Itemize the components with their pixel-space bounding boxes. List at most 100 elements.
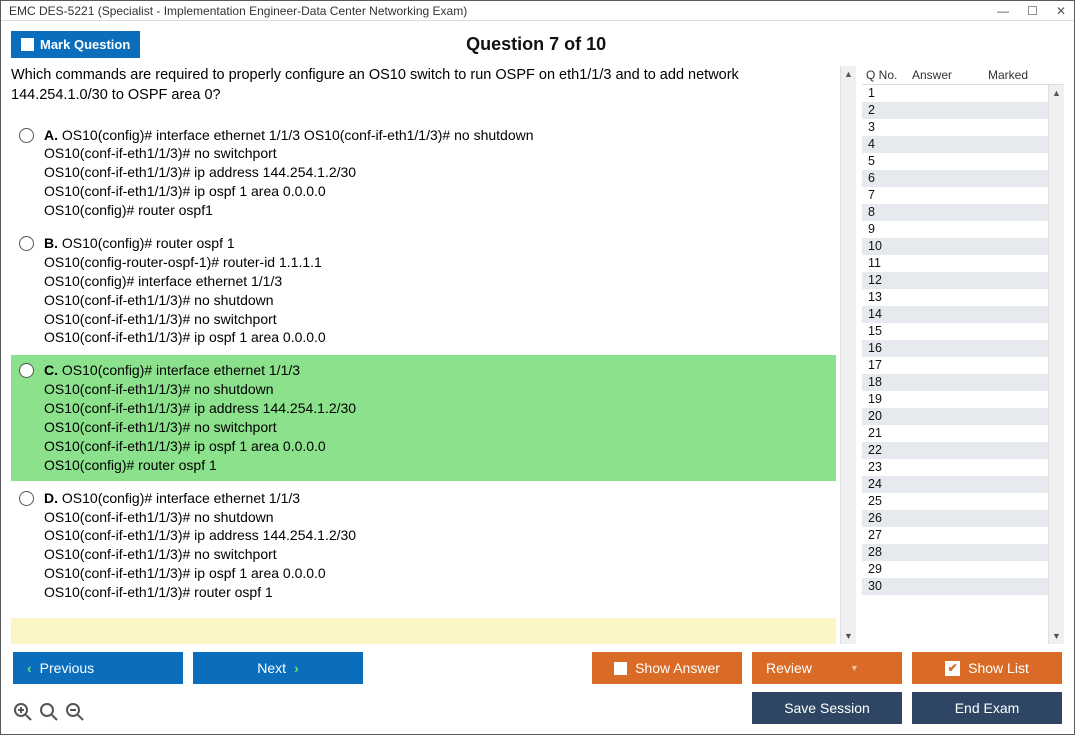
footer: ‹ Previous Next › Show Answer Review ▼ <box>11 644 1064 724</box>
spacer <box>373 652 582 684</box>
option-line: OS10(conf-if-eth1/1/3)# no switchport <box>44 419 277 435</box>
radio-icon[interactable] <box>19 363 34 378</box>
qlist-row[interactable]: 6 <box>862 170 1048 187</box>
review-dropdown[interactable]: Review ▼ <box>752 652 902 684</box>
maximize-icon[interactable]: ☐ <box>1027 4 1038 18</box>
option-C[interactable]: C. OS10(config)# interface ethernet 1/1/… <box>11 355 836 480</box>
option-label: B. <box>44 235 62 251</box>
qlist-row[interactable]: 1 <box>862 85 1048 102</box>
option-body: D. OS10(config)# interface ethernet 1/1/… <box>44 489 356 602</box>
save-session-label: Save Session <box>784 700 870 716</box>
app-window: EMC DES-5221 (Specialist - Implementatio… <box>0 0 1075 735</box>
mark-label: Mark Question <box>40 37 130 52</box>
end-exam-label: End Exam <box>955 700 1020 716</box>
option-body: B. OS10(config)# router ospf 1 OS10(confi… <box>44 234 326 347</box>
qlist-row[interactable]: 18 <box>862 374 1048 391</box>
mark-question-button[interactable]: Mark Question <box>11 31 140 58</box>
qlist-row[interactable]: 5 <box>862 153 1048 170</box>
show-answer-button[interactable]: Show Answer <box>592 652 742 684</box>
qlist-row[interactable]: 13 <box>862 289 1048 306</box>
qlist-row[interactable]: 21 <box>862 425 1048 442</box>
side-panel: Q No. Answer Marked 12345678910111213141… <box>862 66 1064 644</box>
option-line: OS10(conf-if-eth1/1/3)# ip address 144.2… <box>44 164 356 180</box>
nav-row: ‹ Previous Next › Show Answer Review ▼ <box>13 652 1062 684</box>
question-area: Which commands are required to properly … <box>11 66 856 644</box>
question-counter: Question 7 of 10 <box>140 34 932 55</box>
show-list-button[interactable]: ✔ Show List <box>912 652 1062 684</box>
qlist-row[interactable]: 24 <box>862 476 1048 493</box>
option-line: OS10(conf-if-eth1/1/3)# no shutdown <box>44 381 274 397</box>
scroll-down-icon[interactable]: ▼ <box>841 628 856 644</box>
qlist-row[interactable]: 22 <box>862 442 1048 459</box>
zoom-in-icon[interactable] <box>39 702 59 722</box>
qlist-row[interactable]: 12 <box>862 272 1048 289</box>
zoom-out-icon[interactable] <box>65 702 85 722</box>
qlist-row[interactable]: 28 <box>862 544 1048 561</box>
previous-button[interactable]: ‹ Previous <box>13 652 183 684</box>
qlist-row[interactable]: 15 <box>862 323 1048 340</box>
minimize-icon[interactable]: — <box>997 4 1009 18</box>
qlist-row[interactable]: 10 <box>862 238 1048 255</box>
question-scrollbar[interactable]: ▲ ▼ <box>840 66 856 644</box>
option-line: OS10(config-router-ospf-1)# router-id 1.… <box>44 254 322 270</box>
qlist-row[interactable]: 25 <box>862 493 1048 510</box>
qlist-row[interactable]: 4 <box>862 136 1048 153</box>
option-line: OS10(conf-if-eth1/1/3)# no shutdown <box>44 509 274 525</box>
qlist-row[interactable]: 29 <box>862 561 1048 578</box>
qlist-row[interactable]: 7 <box>862 187 1048 204</box>
previous-label: Previous <box>40 660 94 676</box>
window-controls: — ☐ ✕ <box>997 4 1066 18</box>
qlist-row[interactable]: 14 <box>862 306 1048 323</box>
qlist-row[interactable]: 3 <box>862 119 1048 136</box>
chevron-left-icon: ‹ <box>27 660 32 676</box>
option-line: OS10(conf-if-eth1/1/3)# no switchport <box>44 145 277 161</box>
scroll-up-icon[interactable]: ▲ <box>843 66 855 82</box>
end-exam-button[interactable]: End Exam <box>912 692 1062 724</box>
qlist-row[interactable]: 8 <box>862 204 1048 221</box>
option-line: OS10(conf-if-eth1/1/3)# ip ospf 1 area 0… <box>44 565 326 581</box>
option-line: OS10(config)# router ospf1 <box>44 202 213 218</box>
zoom-controls <box>13 702 85 724</box>
chevron-right-icon: › <box>294 660 299 676</box>
qlist-row[interactable]: 16 <box>862 340 1048 357</box>
main-row: Which commands are required to properly … <box>11 66 1064 644</box>
radio-icon[interactable] <box>19 128 34 143</box>
chevron-down-icon: ▼ <box>850 663 859 673</box>
option-line: OS10(config)# interface ethernet 1/1/3 <box>62 490 300 506</box>
qlist-row[interactable]: 30 <box>862 578 1048 595</box>
option-line: OS10(conf-if-eth1/1/3)# no switchport <box>44 311 277 327</box>
scroll-up-icon[interactable]: ▲ <box>1051 85 1063 101</box>
qlist-row[interactable]: 23 <box>862 459 1048 476</box>
option-B[interactable]: B. OS10(config)# router ospf 1 OS10(confi… <box>11 228 836 353</box>
option-line: OS10(config)# router ospf 1 <box>62 235 235 251</box>
qlist-row[interactable]: 9 <box>862 221 1048 238</box>
col-marked: Marked <box>988 68 1060 82</box>
option-D[interactable]: D. OS10(config)# interface ethernet 1/1/… <box>11 483 836 608</box>
titlebar: EMC DES-5221 (Specialist - Implementatio… <box>1 1 1074 21</box>
qlist-row[interactable]: 20 <box>862 408 1048 425</box>
save-session-button[interactable]: Save Session <box>752 692 902 724</box>
qlist-row[interactable]: 11 <box>862 255 1048 272</box>
radio-icon[interactable] <box>19 236 34 251</box>
option-line: OS10(conf-if-eth1/1/3)# ip address 144.2… <box>44 527 356 543</box>
check-icon: ✔ <box>945 661 960 676</box>
option-line: OS10(config)# interface ethernet 1/1/3 <box>44 273 282 289</box>
show-answer-label: Show Answer <box>635 660 720 676</box>
option-line: OS10(conf-if-eth1/1/3)# no shutdown <box>44 292 274 308</box>
qlist-row[interactable]: 2 <box>862 102 1048 119</box>
zoom-reset-icon[interactable] <box>13 702 33 722</box>
question-scroll[interactable]: Which commands are required to properly … <box>11 66 840 644</box>
qlist-row[interactable]: 17 <box>862 357 1048 374</box>
radio-icon[interactable] <box>19 491 34 506</box>
qlist-row[interactable]: 27 <box>862 527 1048 544</box>
option-A[interactable]: A. OS10(config)# interface ethernet 1/1/… <box>11 120 836 226</box>
scroll-down-icon[interactable]: ▼ <box>1049 628 1064 644</box>
col-qno: Q No. <box>866 68 912 82</box>
option-line: OS10(conf-if-eth1/1/3)# ip ospf 1 area 0… <box>44 438 326 454</box>
qlist-row[interactable]: 26 <box>862 510 1048 527</box>
close-icon[interactable]: ✕ <box>1056 4 1066 18</box>
next-button[interactable]: Next › <box>193 652 363 684</box>
header-row: Mark Question Question 7 of 10 <box>11 31 1064 58</box>
side-scrollbar[interactable]: ▲ ▼ <box>1048 85 1064 644</box>
qlist-row[interactable]: 19 <box>862 391 1048 408</box>
